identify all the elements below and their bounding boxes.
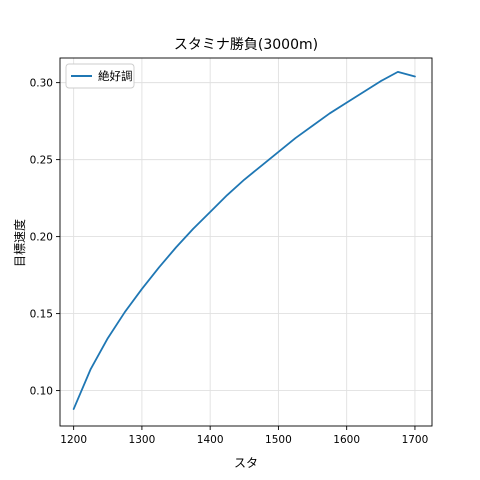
chart-title: スタミナ勝負(3000m) [174, 37, 318, 53]
series-line [72, 70, 416, 410]
legend-box [65, 63, 135, 89]
x-tick-label: 1500 [265, 434, 292, 446]
series-layer [72, 70, 416, 410]
x-tick-label: 1600 [333, 434, 360, 446]
y-tick-label: 0.25 [30, 155, 53, 167]
plot-frame [59, 57, 433, 427]
y-tick-label: 0.15 [30, 309, 53, 321]
x-tick-label: 1300 [129, 434, 156, 446]
x-axis: 1200 1300 1400 1500 1600 1700 [60, 426, 428, 446]
x-axis-label: スタ [234, 456, 258, 470]
y-tick-label: 0.10 [30, 386, 53, 398]
y-axis: 0.10 0.15 0.20 0.25 0.30 [30, 78, 60, 398]
y-axis-label: 目標速度 [12, 219, 27, 267]
x-tick-label: 1700 [402, 434, 429, 446]
legend-entry: 絶好調 [98, 69, 133, 83]
y-tick-label: 0.20 [30, 232, 53, 244]
legend: 絶好調 [65, 63, 135, 89]
x-tick-label: 1400 [197, 434, 224, 446]
grid [60, 58, 432, 426]
x-tick-label: 1200 [60, 434, 87, 446]
y-tick-label: 0.30 [30, 78, 53, 90]
